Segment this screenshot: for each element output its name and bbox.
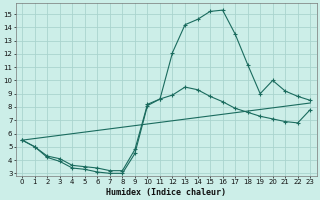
X-axis label: Humidex (Indice chaleur): Humidex (Indice chaleur) xyxy=(106,188,226,197)
